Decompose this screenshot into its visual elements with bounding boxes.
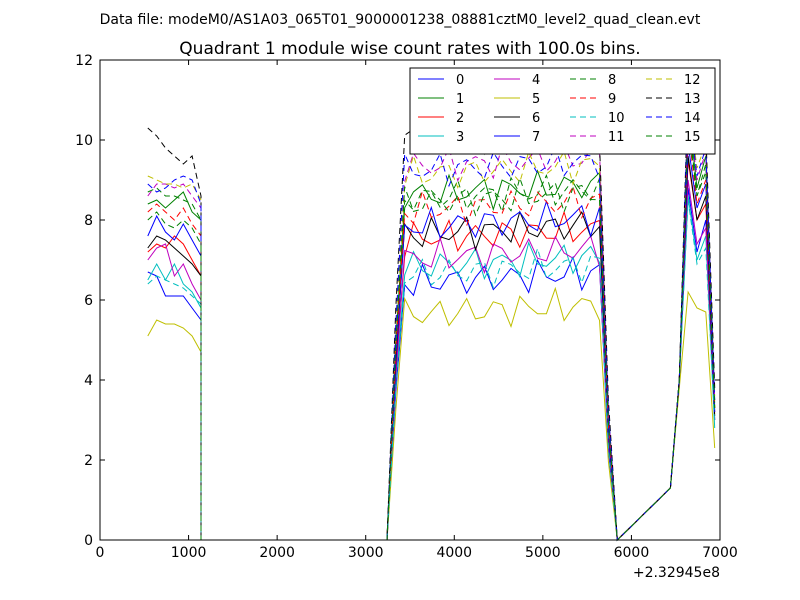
- legend-label: 8: [608, 73, 616, 88]
- series-line-11: [147, 103, 716, 542]
- series-line-1: [147, 107, 716, 542]
- x-tick-label: 3000: [348, 545, 384, 561]
- legend-label: 6: [532, 111, 540, 126]
- legend-label: 5: [532, 92, 540, 107]
- series-line-7: [147, 143, 716, 542]
- chart-suptitle: Data file: modeM0/AS1A03_065T01_90000012…: [100, 12, 701, 28]
- y-tick-label: 8: [84, 213, 93, 229]
- x-tick-label: 4000: [436, 545, 472, 561]
- series-line-0: [147, 187, 716, 542]
- legend-label: 2: [456, 111, 464, 126]
- series-line-9: [147, 127, 716, 542]
- y-tick-label: 10: [75, 133, 93, 149]
- series-line-5: [147, 286, 716, 542]
- legend-label: 12: [684, 73, 701, 88]
- series-line-3: [147, 195, 716, 542]
- legend-label: 9: [608, 92, 616, 107]
- series-line-10: [147, 199, 716, 542]
- y-tick-label: 12: [75, 53, 93, 69]
- series-line-8: [147, 115, 716, 542]
- series-line-4: [147, 179, 716, 542]
- x-tick-label: 5000: [525, 545, 561, 561]
- series-line-12: [147, 99, 716, 542]
- legend-frame: [409, 67, 716, 155]
- legend-label: 13: [684, 92, 701, 107]
- legend-label: 3: [456, 130, 464, 145]
- chart-title: Quadrant 1 module wise count rates with …: [179, 39, 640, 59]
- y-tick-label: 0: [84, 533, 93, 549]
- x-tick-label: 6000: [614, 545, 650, 561]
- legend-label: 10: [608, 111, 625, 126]
- x-tick-label: 2000: [259, 545, 295, 561]
- x-tick-label: 7000: [702, 545, 738, 561]
- x-tick-label: 1000: [171, 545, 207, 561]
- x-offset-label: +2.32945e8: [633, 565, 720, 581]
- legend-label: 15: [684, 130, 701, 145]
- x-tick-label: 0: [96, 545, 105, 561]
- legend-label: 14: [684, 111, 701, 126]
- legend-label: 4: [532, 73, 540, 88]
- y-tick-label: 2: [84, 453, 93, 469]
- legend-label: 11: [608, 130, 625, 145]
- series-line-6: [147, 155, 716, 542]
- series-line-15: [147, 123, 716, 542]
- y-tick-label: 4: [84, 373, 93, 389]
- y-tick-label: 6: [84, 293, 93, 309]
- series-line-14: [147, 99, 716, 542]
- legend-label: 7: [532, 130, 540, 145]
- x-axis: 0 1000 2000 3000 4000 5000 6000 7000: [96, 60, 738, 561]
- legend-label: 1: [456, 92, 464, 107]
- legend-label: 0: [456, 73, 464, 88]
